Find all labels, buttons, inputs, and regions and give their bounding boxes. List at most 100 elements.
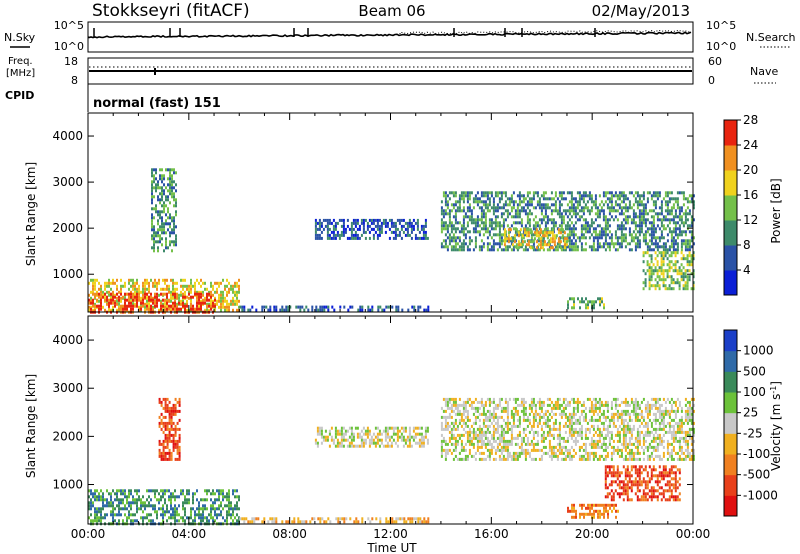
velocity-cell	[178, 448, 181, 452]
velocity-cell	[490, 412, 493, 416]
power-cell	[265, 305, 268, 309]
velocity-cell	[146, 504, 148, 508]
velocity-cell	[245, 517, 248, 521]
velocity-cell	[450, 397, 453, 401]
power-cell	[606, 221, 609, 225]
velocity-cell	[353, 520, 356, 524]
power-cell	[596, 224, 599, 228]
power-cell	[136, 304, 138, 308]
power-cell	[289, 305, 292, 309]
velocity-cell	[514, 436, 517, 440]
velocity-cell	[550, 415, 553, 419]
power-cell	[648, 278, 651, 282]
velocity-cell	[544, 424, 547, 428]
power-cell	[214, 281, 216, 285]
power-cell	[680, 215, 683, 219]
power-cell	[420, 227, 423, 231]
power-cell	[680, 233, 683, 237]
velocity-cell	[518, 403, 521, 407]
power-cell	[190, 287, 192, 291]
power-cell	[584, 194, 587, 198]
velocity-cell	[210, 516, 212, 520]
power-cell	[314, 218, 317, 222]
power-cell	[654, 284, 657, 288]
power-cell	[444, 200, 447, 204]
velocity-cell	[542, 421, 545, 425]
velocity-cell	[116, 492, 118, 496]
velocity-cell	[368, 441, 371, 445]
power-cell	[690, 200, 693, 204]
power-cell	[173, 195, 175, 199]
velocity-cell	[464, 442, 467, 446]
velocity-cell	[522, 409, 525, 413]
velocity-cell	[164, 489, 166, 493]
velocity-cell	[102, 516, 104, 520]
power-colorbar-swatch	[724, 245, 737, 271]
power-cell	[662, 284, 665, 288]
velocity-cell	[228, 504, 230, 508]
velocity-cell	[423, 517, 426, 521]
power-cell	[480, 215, 483, 219]
velocity-cell	[170, 451, 173, 455]
power-cell	[326, 224, 329, 228]
velocity-cell	[594, 400, 597, 404]
velocity-cell	[166, 510, 168, 514]
power-cell	[118, 302, 120, 306]
velocity-cell	[512, 436, 515, 440]
velocity-cell	[206, 519, 208, 523]
velocity-cell	[454, 448, 457, 452]
power-cell	[358, 227, 361, 231]
velocity-cell	[162, 421, 165, 425]
power-cell	[200, 295, 202, 299]
velocity-cell	[464, 415, 467, 419]
power-cell	[522, 236, 525, 240]
velocity-cell	[378, 444, 381, 448]
power-cell	[608, 200, 611, 204]
power-cell	[552, 221, 555, 225]
velocity-cell	[138, 489, 140, 493]
power-cell	[446, 230, 449, 234]
velocity-cell	[552, 427, 555, 431]
velocity-cell	[592, 439, 595, 443]
power-cell	[361, 308, 364, 312]
power-cell	[482, 242, 485, 246]
velocity-cell	[100, 495, 102, 499]
power-cell	[608, 209, 611, 213]
velocity-cell	[464, 454, 467, 458]
velocity-cell	[426, 426, 429, 430]
velocity-cell	[538, 397, 541, 401]
power-cell	[670, 281, 673, 285]
power-cell	[526, 206, 529, 210]
power-cell	[552, 224, 555, 228]
power-cell	[444, 194, 447, 198]
power-cell	[468, 209, 471, 213]
velocity-cell	[486, 397, 489, 401]
velocity-cell	[488, 412, 491, 416]
power-cell	[163, 183, 165, 187]
velocity-cell	[462, 457, 465, 461]
power-cell	[154, 284, 156, 288]
velocity-cell	[486, 415, 489, 419]
power-cell	[538, 197, 541, 201]
velocity-cell	[522, 451, 525, 455]
velocity-cell	[510, 433, 513, 437]
velocity-cell	[196, 507, 198, 511]
velocity-cell	[538, 406, 541, 410]
power-cell	[186, 287, 188, 291]
velocity-cell	[166, 409, 169, 413]
power-cell	[132, 302, 134, 306]
power-cell	[364, 236, 367, 240]
power-cell	[521, 243, 524, 247]
velocity-cell	[514, 400, 517, 404]
power-cell	[656, 218, 659, 222]
power-cell	[162, 292, 164, 296]
velocity-cell	[96, 498, 98, 502]
power-cell	[476, 221, 479, 225]
power-cell	[468, 236, 471, 240]
power-cell	[198, 292, 200, 296]
power-cell	[588, 245, 591, 249]
velocity-cell	[578, 430, 581, 434]
velocity-cell	[140, 498, 142, 502]
velocity-cell	[472, 454, 475, 458]
velocity-cell	[482, 451, 485, 455]
